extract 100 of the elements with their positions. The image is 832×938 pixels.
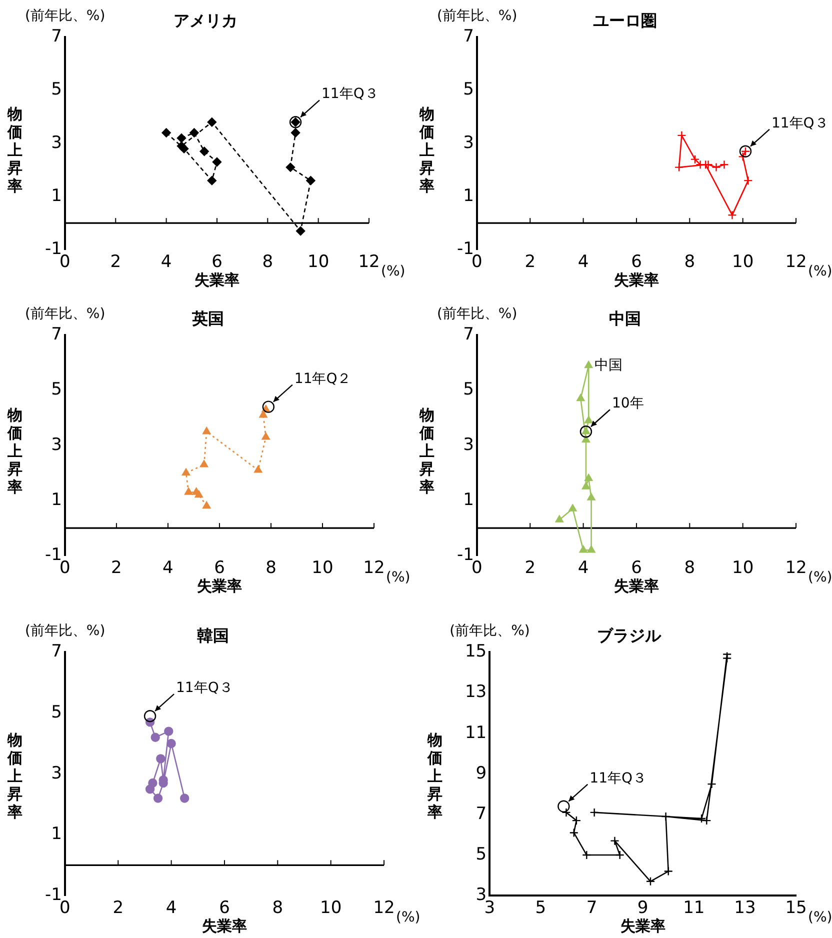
text: (前年比、%) xyxy=(436,8,518,24)
x-tick-label: 8 xyxy=(684,558,696,578)
y-tick-label: -1 xyxy=(44,545,62,566)
x-tick-label: 6 xyxy=(631,252,642,272)
text: (%) xyxy=(808,264,832,280)
x-tick-label: 6 xyxy=(212,252,222,272)
x-tick-label: 0 xyxy=(472,558,482,578)
x-tick-label: 10 xyxy=(732,252,754,272)
y-tick-label: 5 xyxy=(51,380,62,400)
text: (前年比、%) xyxy=(436,306,518,322)
x-tick-label: 4 xyxy=(162,558,174,578)
annotation: 11年Q３ xyxy=(590,770,647,786)
chart-title: アメリカ xyxy=(174,10,238,30)
x-tick-label: 10 xyxy=(312,558,334,578)
x-tick-label: 12 xyxy=(363,558,385,578)
x-tick-label: 5 xyxy=(535,898,546,918)
y-tick-label: 15 xyxy=(464,642,487,662)
x-tick-label: 7 xyxy=(586,898,598,918)
y-tick-label: -1 xyxy=(456,545,474,566)
y-tick-label: -1 xyxy=(44,239,62,260)
annotation: 11年Q３ xyxy=(176,680,233,696)
chart-title: ユーロ圏 xyxy=(593,10,657,30)
y-tick-label: 7 xyxy=(51,642,62,662)
y-tick-label: 3 xyxy=(51,132,62,153)
x-tick-label: 9 xyxy=(637,898,648,918)
y-tick-label: -1 xyxy=(44,885,62,906)
y-tick-label: 7 xyxy=(476,804,487,824)
x-tick-label: 12 xyxy=(358,252,380,272)
y-tick-label: 13 xyxy=(464,682,487,702)
y-tick-label: 3 xyxy=(51,434,62,455)
y-tick-label: 5 xyxy=(463,80,474,100)
y-tick-label: 3 xyxy=(463,132,474,153)
x-tick-label: 4 xyxy=(578,558,589,578)
x-tick-label: 0 xyxy=(472,252,482,272)
x-tick-label: 6 xyxy=(214,558,225,578)
y-tick-label: 5 xyxy=(476,844,487,864)
y-tick-label: 1 xyxy=(51,186,62,206)
x-tick-label: 2 xyxy=(110,252,122,272)
y-tick-label: 1 xyxy=(51,824,62,844)
y-tick-label: 5 xyxy=(463,380,474,400)
text: (%) xyxy=(396,910,420,926)
x-tick-label: 10 xyxy=(320,898,342,918)
text: (前年比、%) xyxy=(24,623,106,639)
x-axis-title: 失業率 xyxy=(194,270,240,289)
chart-title: 英国 xyxy=(191,308,224,328)
x-tick-label: 11 xyxy=(683,898,705,918)
y-tick-label: 5 xyxy=(51,702,62,722)
text: (%) xyxy=(381,264,406,280)
annotation: 10年 xyxy=(612,396,644,412)
x-tick-label: 0 xyxy=(60,898,70,918)
annotation: 11年Q２ xyxy=(294,370,352,387)
x-tick-label: 15 xyxy=(785,898,807,918)
x-tick-label: 8 xyxy=(272,898,284,918)
x-tick-label: 12 xyxy=(373,898,395,918)
chart-title: 中国 xyxy=(609,308,641,328)
y-tick-label: 3 xyxy=(476,885,487,906)
y-axis-title: 物価上昇率 xyxy=(6,105,24,195)
x-axis-title: 失業率 xyxy=(614,270,659,289)
x-tick-label: 10 xyxy=(732,558,754,578)
x-tick-label: 8 xyxy=(684,252,696,272)
x-axis-title: 失業率 xyxy=(196,576,242,595)
y-axis-title: 物価上昇率 xyxy=(418,406,436,496)
y-axis-title: 物価上昇率 xyxy=(6,406,24,496)
y-tick-label: 5 xyxy=(51,80,62,100)
y-tick-label: 1 xyxy=(463,186,474,206)
y-axis-title: 物価上昇率 xyxy=(426,731,444,821)
x-tick-label: 2 xyxy=(524,252,536,272)
y-tick-label: 7 xyxy=(51,26,62,47)
x-tick-label: 12 xyxy=(785,252,807,272)
x-axis-title: 失業率 xyxy=(614,576,659,595)
x-axis-title: 失業率 xyxy=(620,916,666,935)
x-tick-label: 0 xyxy=(60,558,70,578)
y-tick-label: 7 xyxy=(51,324,62,345)
text: (%) xyxy=(808,570,832,586)
x-tick-label: 2 xyxy=(112,898,124,918)
x-tick-label: 10 xyxy=(308,252,330,272)
x-tick-label: 4 xyxy=(160,252,172,272)
x-tick-label: 8 xyxy=(266,558,276,578)
y-tick-label: 1 xyxy=(51,490,62,510)
x-axis-title: 失業率 xyxy=(202,916,247,935)
series-label: 中国 xyxy=(594,358,623,374)
annotation: 11年Q３ xyxy=(771,115,828,132)
y-tick-label: 3 xyxy=(463,434,474,455)
y-tick-label: 9 xyxy=(476,763,487,784)
x-tick-label: 2 xyxy=(524,558,536,578)
chart-title: ブラジル xyxy=(597,626,662,645)
y-tick-label: 3 xyxy=(51,763,62,784)
text: (%) xyxy=(808,910,832,926)
text: (前年比、%) xyxy=(450,623,530,639)
x-tick-label: 6 xyxy=(631,558,642,578)
chart-title: 韓国 xyxy=(197,626,229,645)
text: (%) xyxy=(386,570,410,586)
text: (前年比、%) xyxy=(24,306,106,322)
y-axis-title: 物価上昇率 xyxy=(6,731,24,821)
x-tick-label: 0 xyxy=(60,252,70,272)
x-tick-label: 8 xyxy=(262,252,274,272)
x-tick-label: 2 xyxy=(111,558,122,578)
y-tick-label: 11 xyxy=(464,722,487,743)
y-axis-title: 物価上昇率 xyxy=(418,105,436,195)
x-tick-label: 13 xyxy=(734,898,756,918)
